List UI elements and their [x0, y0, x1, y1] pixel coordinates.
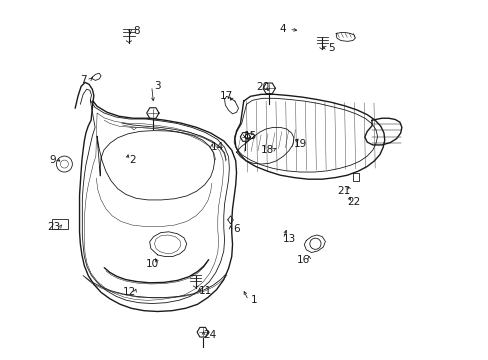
- Text: 10: 10: [146, 260, 159, 270]
- Text: 1: 1: [251, 295, 257, 305]
- Text: 14: 14: [211, 142, 224, 152]
- Text: 5: 5: [327, 43, 334, 53]
- Text: 8: 8: [133, 26, 139, 36]
- Text: 18: 18: [261, 145, 274, 155]
- Text: 20: 20: [255, 82, 268, 92]
- Text: 7: 7: [80, 75, 87, 85]
- Text: 3: 3: [154, 81, 161, 91]
- Text: 22: 22: [347, 197, 360, 207]
- Text: 17: 17: [220, 90, 233, 100]
- Text: 6: 6: [233, 224, 239, 234]
- Text: 16: 16: [296, 255, 309, 265]
- Text: 21: 21: [337, 186, 350, 196]
- Text: 11: 11: [199, 286, 212, 296]
- Text: 13: 13: [282, 234, 295, 244]
- Text: 24: 24: [203, 330, 216, 341]
- Text: 23: 23: [47, 222, 61, 232]
- Text: 4: 4: [279, 24, 286, 35]
- Text: 2: 2: [129, 155, 136, 165]
- Text: 19: 19: [293, 139, 306, 149]
- Text: 15: 15: [244, 131, 257, 141]
- Text: 9: 9: [49, 155, 56, 165]
- Text: 12: 12: [122, 287, 135, 297]
